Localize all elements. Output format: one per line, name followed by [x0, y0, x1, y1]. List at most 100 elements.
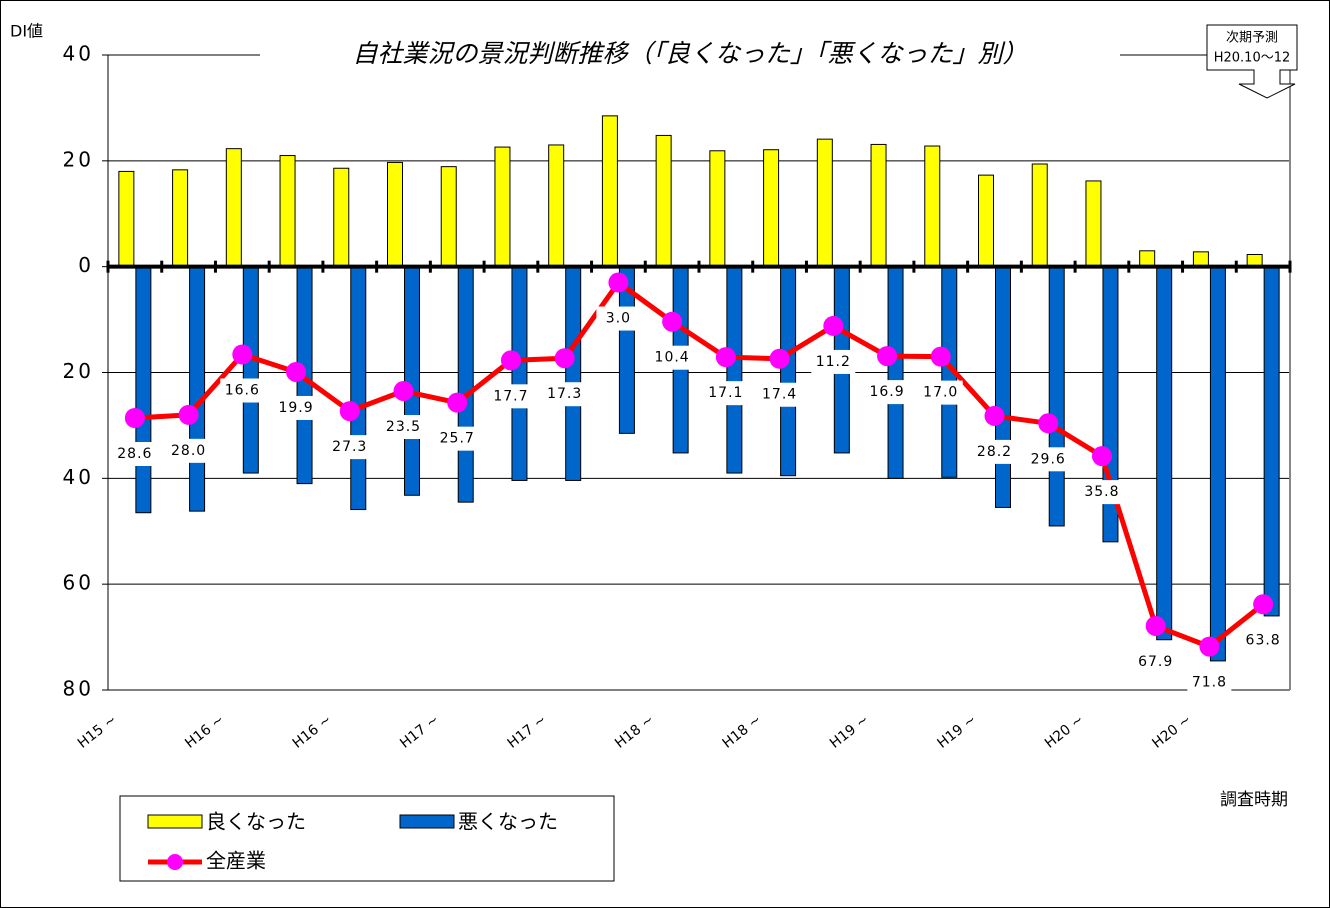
bar [978, 174, 994, 268]
legend-swatch [167, 854, 183, 870]
value-label: 10.4 [655, 350, 690, 366]
value-label-background [1241, 628, 1286, 653]
value-label: 23.5 [386, 419, 421, 435]
value-label: 28.0 [171, 443, 206, 459]
forecast-arrow [1206, 24, 1298, 99]
value-label-background [865, 380, 910, 405]
bar [548, 144, 565, 268]
line-marker [984, 405, 1005, 426]
bar [494, 146, 511, 268]
value-label: 28.2 [977, 444, 1012, 460]
bar [1139, 250, 1156, 268]
bar [1031, 163, 1048, 268]
value-label: 17.1 [708, 385, 743, 401]
value-label-background [1079, 480, 1124, 505]
value-label-background [650, 345, 695, 370]
value-label: 17.7 [493, 388, 528, 404]
bar [924, 145, 941, 268]
line-marker [930, 346, 951, 367]
bar [816, 138, 833, 268]
x-axis-label: 調査時期 [1220, 790, 1288, 810]
y-tick-label: 40 [63, 42, 94, 66]
line-marker [1145, 615, 1166, 636]
bar [1085, 180, 1102, 268]
bar [1048, 266, 1065, 527]
legend-label: 悪くなった [458, 810, 558, 834]
bar [387, 161, 403, 268]
line [134, 280, 1265, 650]
value-label: 63.8 [1246, 632, 1281, 648]
value-label: 17.0 [923, 385, 958, 401]
value-label-background [274, 395, 319, 420]
y-tick-label: 80 [63, 677, 94, 701]
bar [135, 266, 152, 514]
bar [118, 170, 135, 268]
line-marker [877, 346, 898, 367]
value-label-background [488, 384, 533, 409]
bar [1156, 266, 1173, 641]
bar [242, 266, 259, 474]
value-label-background [435, 426, 480, 451]
bar [404, 266, 420, 496]
value-label-background [1133, 649, 1178, 674]
line-marker [1038, 413, 1059, 434]
title-background [260, 38, 1120, 72]
value-label: 25.7 [440, 431, 475, 447]
value-label-background [327, 435, 372, 460]
y-tick-label: 0 [78, 253, 94, 277]
value-label-background [918, 380, 963, 405]
line-marker [178, 404, 199, 425]
line-marker [1199, 636, 1220, 657]
line-marker [1253, 594, 1274, 615]
bar [279, 155, 296, 268]
y-tick-label: 60 [63, 571, 94, 595]
legend: 良くなった 悪くなった 全産業 [119, 795, 615, 882]
bar [333, 167, 350, 268]
value-label: 29.6 [1031, 451, 1066, 467]
value-label-background [220, 378, 265, 403]
bar [1209, 266, 1226, 662]
line-marker [662, 311, 683, 332]
bar [172, 169, 189, 268]
line-marker [339, 401, 360, 422]
marks: 28.6 28.0 16.6 19.9 27.3 23.5 25.7 17.7 17.3 3.0 1… [112, 115, 1286, 695]
legend-label: 良くなった [206, 810, 306, 834]
forecast-annotation: 次期予測 H20.10～12 [1206, 24, 1298, 99]
line-marker [608, 272, 629, 293]
value-label: 3.0 [606, 311, 631, 327]
bar [565, 266, 582, 481]
value-label: 35.8 [1084, 484, 1119, 500]
line-marker [124, 408, 145, 429]
value-label: 16.9 [869, 384, 904, 400]
bar [440, 166, 457, 268]
value-label-background [596, 306, 641, 331]
legend-label: 全産業 [206, 849, 266, 873]
line-marker [447, 392, 468, 413]
value-label-background [811, 349, 856, 374]
bar [457, 266, 474, 503]
line-marker [823, 315, 844, 336]
bar [709, 150, 726, 268]
value-label-background [112, 442, 157, 467]
bar [655, 134, 672, 268]
bar [225, 148, 242, 268]
bar [726, 266, 743, 474]
y-tick-label: 40 [63, 465, 94, 489]
line-marker [500, 350, 521, 371]
annotation-text: 次期予測 [1226, 30, 1278, 46]
legend-swatch [399, 814, 455, 829]
value-label-background [1187, 670, 1232, 695]
bar [763, 149, 780, 268]
line-marker [769, 348, 790, 369]
value-label-background [757, 382, 802, 407]
bar [1263, 266, 1280, 617]
annotation-text: H20.10～12 [1214, 51, 1291, 66]
y-tick-label: 20 [63, 147, 94, 171]
line-marker [554, 348, 575, 369]
legend-swatch [147, 814, 203, 829]
value-label: 28.6 [117, 446, 152, 462]
value-label: 67.9 [1138, 654, 1173, 670]
bar [1192, 251, 1209, 268]
bar [870, 143, 887, 268]
value-label: 17.3 [547, 386, 582, 402]
